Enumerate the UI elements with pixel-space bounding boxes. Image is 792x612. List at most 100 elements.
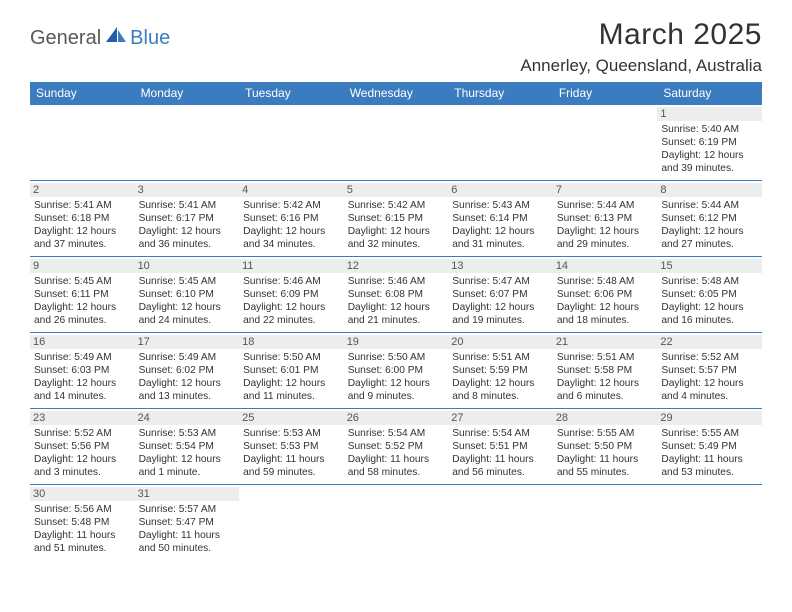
calendar-week-row: 30Sunrise: 5:56 AMSunset: 5:48 PMDayligh… [30, 485, 762, 561]
calendar-cell: 25Sunrise: 5:53 AMSunset: 5:53 PMDayligh… [239, 409, 344, 485]
day-details: Sunrise: 5:47 AMSunset: 6:07 PMDaylight:… [452, 275, 549, 327]
sail-icon [105, 26, 127, 44]
daylight-text-2: and 26 minutes. [34, 314, 131, 327]
day-details: Sunrise: 5:48 AMSunset: 6:06 PMDaylight:… [557, 275, 654, 327]
day-details: Sunrise: 5:41 AMSunset: 6:18 PMDaylight:… [34, 199, 131, 251]
daylight-text: Daylight: 11 hours [452, 453, 549, 466]
day-details: Sunrise: 5:55 AMSunset: 5:49 PMDaylight:… [661, 427, 758, 479]
sunset-text: Sunset: 5:52 PM [348, 440, 445, 453]
sunset-text: Sunset: 5:54 PM [139, 440, 236, 453]
day-details: Sunrise: 5:52 AMSunset: 5:56 PMDaylight:… [34, 427, 131, 479]
day-number: 12 [344, 259, 449, 273]
day-number: 26 [344, 411, 449, 425]
calendar-cell: 10Sunrise: 5:45 AMSunset: 6:10 PMDayligh… [135, 257, 240, 333]
day-details: Sunrise: 5:57 AMSunset: 5:47 PMDaylight:… [139, 503, 236, 555]
sunset-text: Sunset: 5:58 PM [557, 364, 654, 377]
sunrise-text: Sunrise: 5:44 AM [557, 199, 654, 212]
sunset-text: Sunset: 6:13 PM [557, 212, 654, 225]
daylight-text: Daylight: 11 hours [139, 529, 236, 542]
daylight-text-2: and 36 minutes. [139, 238, 236, 251]
daylight-text: Daylight: 11 hours [661, 453, 758, 466]
day-number: 11 [239, 259, 344, 273]
day-details: Sunrise: 5:49 AMSunset: 6:02 PMDaylight:… [139, 351, 236, 403]
calendar-cell: 17Sunrise: 5:49 AMSunset: 6:02 PMDayligh… [135, 333, 240, 409]
weekday-header: Friday [553, 82, 658, 105]
daylight-text: Daylight: 12 hours [557, 225, 654, 238]
day-details: Sunrise: 5:44 AMSunset: 6:13 PMDaylight:… [557, 199, 654, 251]
calendar-cell: 28Sunrise: 5:55 AMSunset: 5:50 PMDayligh… [553, 409, 658, 485]
daylight-text-2: and 37 minutes. [34, 238, 131, 251]
day-details: Sunrise: 5:44 AMSunset: 6:12 PMDaylight:… [661, 199, 758, 251]
daylight-text: Daylight: 12 hours [139, 225, 236, 238]
daylight-text: Daylight: 12 hours [34, 453, 131, 466]
weekday-header: Thursday [448, 82, 553, 105]
daylight-text-2: and 32 minutes. [348, 238, 445, 251]
day-details: Sunrise: 5:53 AMSunset: 5:54 PMDaylight:… [139, 427, 236, 479]
sunrise-text: Sunrise: 5:40 AM [661, 123, 758, 136]
calendar-cell: 30Sunrise: 5:56 AMSunset: 5:48 PMDayligh… [30, 485, 135, 561]
sunset-text: Sunset: 5:51 PM [452, 440, 549, 453]
daylight-text: Daylight: 12 hours [661, 149, 758, 162]
calendar-cell: 18Sunrise: 5:50 AMSunset: 6:01 PMDayligh… [239, 333, 344, 409]
calendar-week-row: 2Sunrise: 5:41 AMSunset: 6:18 PMDaylight… [30, 181, 762, 257]
sunset-text: Sunset: 6:15 PM [348, 212, 445, 225]
daylight-text: Daylight: 12 hours [34, 225, 131, 238]
daylight-text: Daylight: 12 hours [452, 225, 549, 238]
sunrise-text: Sunrise: 5:56 AM [34, 503, 131, 516]
calendar-cell: 14Sunrise: 5:48 AMSunset: 6:06 PMDayligh… [553, 257, 658, 333]
calendar-cell: 4Sunrise: 5:42 AMSunset: 6:16 PMDaylight… [239, 181, 344, 257]
calendar-week-row: 23Sunrise: 5:52 AMSunset: 5:56 PMDayligh… [30, 409, 762, 485]
day-details: Sunrise: 5:50 AMSunset: 6:00 PMDaylight:… [348, 351, 445, 403]
day-number: 13 [448, 259, 553, 273]
sunset-text: Sunset: 6:19 PM [661, 136, 758, 149]
calendar-cell: 26Sunrise: 5:54 AMSunset: 5:52 PMDayligh… [344, 409, 449, 485]
sunrise-text: Sunrise: 5:53 AM [139, 427, 236, 440]
daylight-text: Daylight: 12 hours [243, 225, 340, 238]
daylight-text-2: and 1 minute. [139, 466, 236, 479]
sunrise-text: Sunrise: 5:45 AM [139, 275, 236, 288]
calendar-week-row: 1Sunrise: 5:40 AMSunset: 6:19 PMDaylight… [30, 105, 762, 181]
daylight-text-2: and 58 minutes. [348, 466, 445, 479]
day-details: Sunrise: 5:50 AMSunset: 6:01 PMDaylight:… [243, 351, 340, 403]
sunrise-text: Sunrise: 5:41 AM [139, 199, 236, 212]
day-details: Sunrise: 5:46 AMSunset: 6:08 PMDaylight:… [348, 275, 445, 327]
daylight-text-2: and 13 minutes. [139, 390, 236, 403]
calendar-cell: 12 Sunrise: 5:46 AMSunset: 6:08 PMDayligh… [344, 257, 449, 333]
sunrise-text: Sunrise: 5:47 AM [452, 275, 549, 288]
daylight-text-2: and 59 minutes. [243, 466, 340, 479]
daylight-text-2: and 34 minutes. [243, 238, 340, 251]
sunset-text: Sunset: 6:00 PM [348, 364, 445, 377]
calendar-cell [239, 485, 344, 561]
logo-text-blue: Blue [130, 27, 170, 50]
weekday-header: Monday [135, 82, 240, 105]
calendar-cell [344, 485, 449, 561]
day-number: 15 [657, 259, 762, 273]
sunrise-text: Sunrise: 5:51 AM [557, 351, 654, 364]
daylight-text: Daylight: 12 hours [452, 377, 549, 390]
daylight-text: Daylight: 12 hours [661, 301, 758, 314]
day-number: 16 [30, 335, 135, 349]
calendar-cell: 23Sunrise: 5:52 AMSunset: 5:56 PMDayligh… [30, 409, 135, 485]
sunset-text: Sunset: 6:10 PM [139, 288, 236, 301]
day-details: Sunrise: 5:45 AMSunset: 6:11 PMDaylight:… [34, 275, 131, 327]
daylight-text-2: and 56 minutes. [452, 466, 549, 479]
sunset-text: Sunset: 6:06 PM [557, 288, 654, 301]
sunset-text: Sunset: 5:50 PM [557, 440, 654, 453]
daylight-text-2: and 6 minutes. [557, 390, 654, 403]
daylight-text: Daylight: 12 hours [139, 377, 236, 390]
weekday-header: Wednesday [344, 82, 449, 105]
calendar-cell: 7Sunrise: 5:44 AMSunset: 6:13 PMDaylight… [553, 181, 658, 257]
day-details: Sunrise: 5:43 AMSunset: 6:14 PMDaylight:… [452, 199, 549, 251]
sunset-text: Sunset: 6:11 PM [34, 288, 131, 301]
day-details: Sunrise: 5:40 AMSunset: 6:19 PMDaylight:… [661, 123, 758, 175]
sunset-text: Sunset: 6:12 PM [661, 212, 758, 225]
daylight-text-2: and 50 minutes. [139, 542, 236, 555]
day-number: 5 [344, 183, 449, 197]
sunrise-text: Sunrise: 5:50 AM [243, 351, 340, 364]
calendar-cell [448, 485, 553, 561]
calendar-cell: 24Sunrise: 5:53 AMSunset: 5:54 PMDayligh… [135, 409, 240, 485]
day-number: 27 [448, 411, 553, 425]
sunrise-text: Sunrise: 5:52 AM [661, 351, 758, 364]
day-details: Sunrise: 5:51 AMSunset: 5:58 PMDaylight:… [557, 351, 654, 403]
sunrise-text: Sunrise: 5:42 AM [243, 199, 340, 212]
